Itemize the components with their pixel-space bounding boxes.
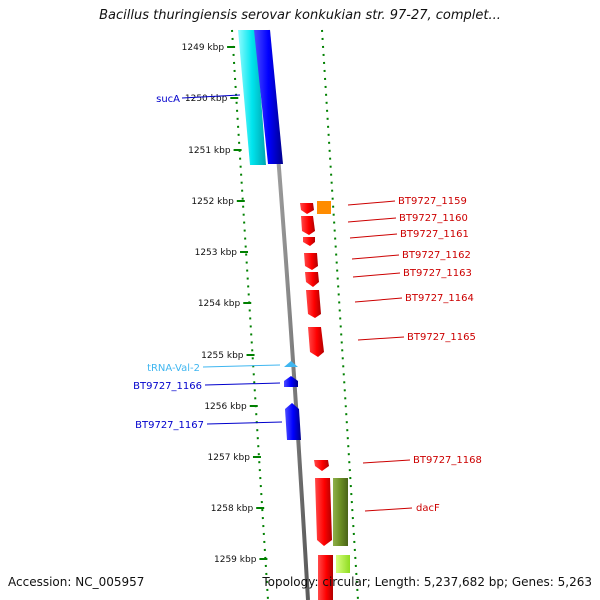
tick-label: 1256 kbp bbox=[204, 402, 247, 412]
feature-label-bt9727-1160[interactable]: BT9727_1160 bbox=[399, 213, 468, 224]
leader-line bbox=[364, 507, 413, 512]
leader-line bbox=[351, 254, 400, 260]
feature-red-gene-bottom bbox=[318, 555, 333, 600]
feature-bt9727-1163 bbox=[305, 272, 319, 287]
tick-label: 1252 kbp bbox=[191, 197, 234, 207]
feature-label-bt9727-1162[interactable]: BT9727_1162 bbox=[402, 250, 471, 261]
leader-line bbox=[202, 364, 281, 368]
feature-lime-gene bbox=[336, 555, 350, 573]
feature-label-suca[interactable]: sucA bbox=[156, 94, 180, 105]
feature-bt9727-1161 bbox=[303, 237, 315, 246]
feature-label-bt9727-1161[interactable]: BT9727_1161 bbox=[400, 229, 469, 240]
accession-text: Accession: NC_005957 bbox=[8, 575, 145, 589]
tick-label: 1250 kbp bbox=[185, 94, 228, 104]
tick-label: 1255 kbp bbox=[201, 351, 244, 361]
feature-trna-val-2 bbox=[284, 361, 298, 367]
topology-summary: Topology: circular; Length: 5,237,682 bp… bbox=[262, 575, 592, 589]
feature-bt9727-1168 bbox=[314, 460, 329, 471]
leader-line bbox=[347, 217, 397, 223]
tick-label: 1257 kbp bbox=[208, 453, 251, 463]
tick-label: 1259 kbp bbox=[214, 555, 257, 565]
feature-bt9727-1164 bbox=[306, 290, 321, 318]
tick-label: 1254 kbp bbox=[198, 299, 241, 309]
feature-bt9727-1165 bbox=[308, 327, 324, 357]
feature-bt9727-1160 bbox=[301, 216, 315, 235]
feature-label-bt9727-1168[interactable]: BT9727_1168 bbox=[413, 455, 482, 466]
feature-olive-gene bbox=[333, 478, 348, 546]
feature-label-bt9727-1165[interactable]: BT9727_1165 bbox=[407, 332, 476, 343]
tick-label: 1249 kbp bbox=[182, 43, 225, 53]
feature-cyan-gene bbox=[238, 30, 266, 165]
leader-line bbox=[354, 297, 403, 303]
tick-label: 1253 kbp bbox=[195, 248, 238, 258]
feature-label-bt9727-1166[interactable]: BT9727_1166 bbox=[133, 381, 202, 392]
leader-line bbox=[206, 421, 283, 425]
leader-line bbox=[349, 233, 398, 239]
feature-bt9727-1162 bbox=[304, 253, 318, 270]
feature-label-bt9727-1164[interactable]: BT9727_1164 bbox=[405, 293, 474, 304]
leader-line bbox=[362, 459, 411, 464]
feature-label-trna-val-2[interactable]: tRNA-Val-2 bbox=[147, 363, 200, 374]
feature-dacf bbox=[315, 478, 332, 546]
feature-orange-gene bbox=[317, 201, 331, 214]
leader-line bbox=[204, 382, 281, 386]
leader-line bbox=[357, 336, 405, 341]
feature-label-dacf[interactable]: dacF bbox=[416, 503, 440, 514]
feature-bt9727-1166 bbox=[284, 376, 298, 387]
feature-label-bt9727-1163[interactable]: BT9727_1163 bbox=[403, 268, 472, 279]
feature-suca-gene bbox=[254, 30, 283, 164]
leader-line bbox=[352, 272, 401, 278]
feature-label-bt9727-1159[interactable]: BT9727_1159 bbox=[398, 196, 467, 207]
leader-line bbox=[181, 94, 241, 99]
leader-line bbox=[347, 200, 396, 206]
map-title: Bacillus thuringiensis serovar konkukian… bbox=[99, 8, 501, 23]
feature-bt9727-1167 bbox=[285, 403, 301, 440]
tick-label: 1251 kbp bbox=[188, 146, 231, 156]
tick-label: 1258 kbp bbox=[211, 504, 254, 514]
feature-bt9727-1159 bbox=[300, 203, 314, 214]
feature-label-bt9727-1167[interactable]: BT9727_1167 bbox=[135, 420, 204, 431]
